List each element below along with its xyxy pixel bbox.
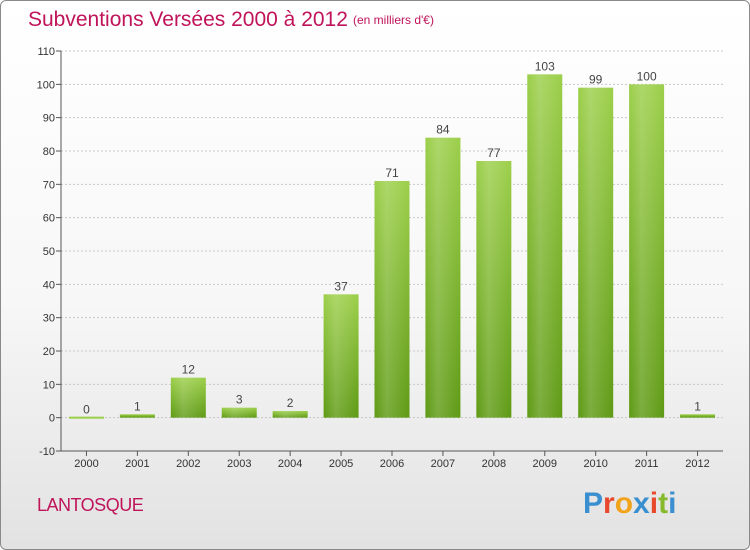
- chart-title: Subventions Versées 2000 à 2012: [28, 8, 348, 31]
- y-tick-label: 0: [49, 413, 55, 425]
- x-tick-label: 2002: [176, 458, 200, 470]
- x-tick-label: 2001: [125, 458, 149, 470]
- bar-highlight: [374, 181, 410, 418]
- bar: [680, 414, 716, 418]
- data-label: 99: [589, 73, 603, 87]
- x-tick-label: 2004: [278, 458, 302, 470]
- y-tick-label: 60: [43, 213, 55, 225]
- commune-name: LANTOSQUE: [37, 495, 144, 515]
- y-tick-label: 30: [43, 313, 55, 325]
- bar-highlight: [221, 407, 257, 418]
- data-label: 2: [287, 396, 294, 410]
- logo-letter: o: [614, 487, 634, 520]
- y-tick-label: 80: [43, 146, 55, 158]
- data-label: 3: [236, 393, 243, 407]
- x-tick-label: 2003: [227, 458, 251, 470]
- bar: [119, 414, 155, 418]
- bar-highlight: [527, 74, 563, 418]
- bar-highlight: [272, 411, 308, 418]
- bar-highlight: [323, 294, 359, 418]
- data-label: 71: [385, 166, 399, 180]
- y-tick-label: 10: [43, 379, 55, 391]
- x-tick-label: 2009: [533, 458, 557, 470]
- x-tick-label: 2012: [685, 458, 709, 470]
- x-tick-label: 2008: [482, 458, 506, 470]
- y-tick-label: 110: [37, 46, 55, 58]
- data-label: 12: [182, 363, 196, 377]
- bar-highlight: [476, 161, 512, 418]
- data-label: 1: [694, 399, 701, 413]
- x-tick-label: 2010: [583, 458, 607, 470]
- data-label: 103: [535, 59, 555, 73]
- y-tick-label: 70: [43, 179, 55, 191]
- data-label: 37: [334, 279, 348, 293]
- y-tick-label: 90: [43, 113, 55, 125]
- proxiti-logo: Proxiti: [583, 487, 676, 521]
- bar-highlight: [629, 84, 665, 418]
- data-label: 84: [436, 123, 450, 137]
- logo-letter: i: [668, 487, 677, 520]
- x-tick-label: 2000: [74, 458, 98, 470]
- logo-letter: r: [603, 487, 615, 520]
- logo-letter: t: [658, 487, 669, 520]
- x-tick-label: 2005: [329, 458, 353, 470]
- bar-highlight: [578, 87, 614, 418]
- y-tick-label: 40: [43, 279, 55, 291]
- y-tick-label: 20: [43, 346, 55, 358]
- logo-letter: i: [649, 487, 659, 520]
- y-tick-label: -10: [39, 446, 55, 458]
- x-tick-label: 2007: [431, 458, 455, 470]
- logo-letter: P: [583, 487, 604, 520]
- data-label: 77: [487, 146, 501, 160]
- y-tick-label: 100: [37, 79, 55, 91]
- chart-unit-note: (en milliers d'€): [353, 13, 434, 27]
- bar-highlight: [170, 377, 206, 418]
- x-tick-label: 2011: [635, 458, 659, 470]
- logo-letter: x: [633, 487, 650, 520]
- y-tick-label: 50: [43, 246, 55, 258]
- bar: [68, 416, 104, 419]
- data-label: 100: [637, 69, 657, 83]
- data-label: 1: [134, 399, 141, 413]
- data-label: 0: [83, 403, 90, 417]
- bar-highlight: [425, 137, 461, 418]
- x-tick-label: 2006: [380, 458, 404, 470]
